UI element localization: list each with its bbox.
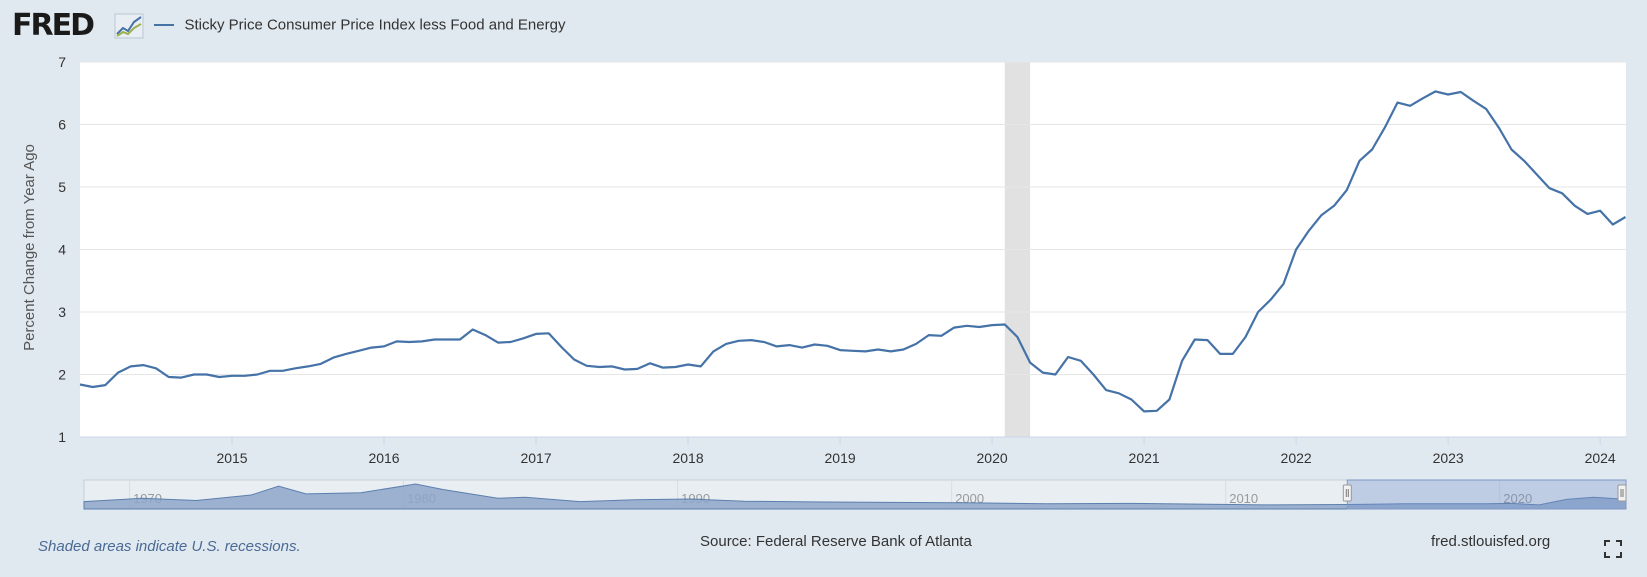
chart-logo-icon	[114, 13, 144, 39]
x-tick-label: 2021	[1129, 450, 1160, 466]
legend-swatch	[154, 23, 174, 26]
range-navigator[interactable]: 197019801990200020102020	[83, 479, 1627, 510]
x-tick-label: 2024	[1585, 450, 1616, 466]
y-tick-label: 1	[58, 429, 66, 445]
y-tick-label: 4	[58, 242, 66, 258]
y-tick-label: 2	[58, 367, 66, 383]
navigator-tick-label: 2010	[1229, 491, 1258, 506]
navigator-handle-right[interactable]	[1617, 484, 1627, 502]
fullscreen-icon[interactable]	[1604, 540, 1622, 558]
x-tick-label: 2023	[1433, 450, 1464, 466]
y-axis: 1 2 3 4 5 6 7	[58, 54, 66, 445]
y-axis-label: Percent Change from Year Ago	[21, 144, 38, 351]
x-tick-label: 2020	[977, 450, 1008, 466]
x-tick-label: 2019	[825, 450, 856, 466]
navigator-handle-left[interactable]	[1342, 484, 1352, 502]
y-tick-label: 6	[58, 117, 66, 133]
site-link[interactable]: fred.stlouisfed.org	[1431, 533, 1551, 550]
y-tick-label: 3	[58, 304, 66, 320]
y-tick-label: 7	[58, 54, 66, 70]
chart-header: FRED Sticky Price Consumer Price Index l…	[0, 0, 1647, 52]
x-tick-label: 2018	[672, 450, 703, 466]
navigator-series	[83, 483, 1627, 510]
x-axis: 2015 2016 2017 2018 2019 2020 2021 2022 2023 2024	[216, 437, 1616, 466]
source-text: Source: Federal Reserve Bank of Atlanta	[700, 533, 972, 550]
legend[interactable]: Sticky Price Consumer Price Index less F…	[154, 16, 565, 36]
legend-label: Sticky Price Consumer Price Index less F…	[184, 16, 566, 34]
x-tick-label: 2022	[1281, 450, 1312, 466]
series-line[interactable]	[79, 90, 1627, 413]
recession-footnote: Shaded areas indicate U.S. recessions.	[38, 538, 301, 555]
x-tick-label: 2016	[368, 450, 399, 466]
navigator-selection[interactable]	[1346, 479, 1627, 510]
x-tick-label: 2015	[216, 450, 247, 466]
fred-logo[interactable]: FRED	[12, 8, 95, 43]
x-tick-label: 2017	[520, 450, 551, 466]
navigator-tick-label: 2020	[1503, 491, 1532, 506]
y-tick-label: 5	[58, 179, 66, 195]
grid-layer	[80, 61, 1626, 438]
